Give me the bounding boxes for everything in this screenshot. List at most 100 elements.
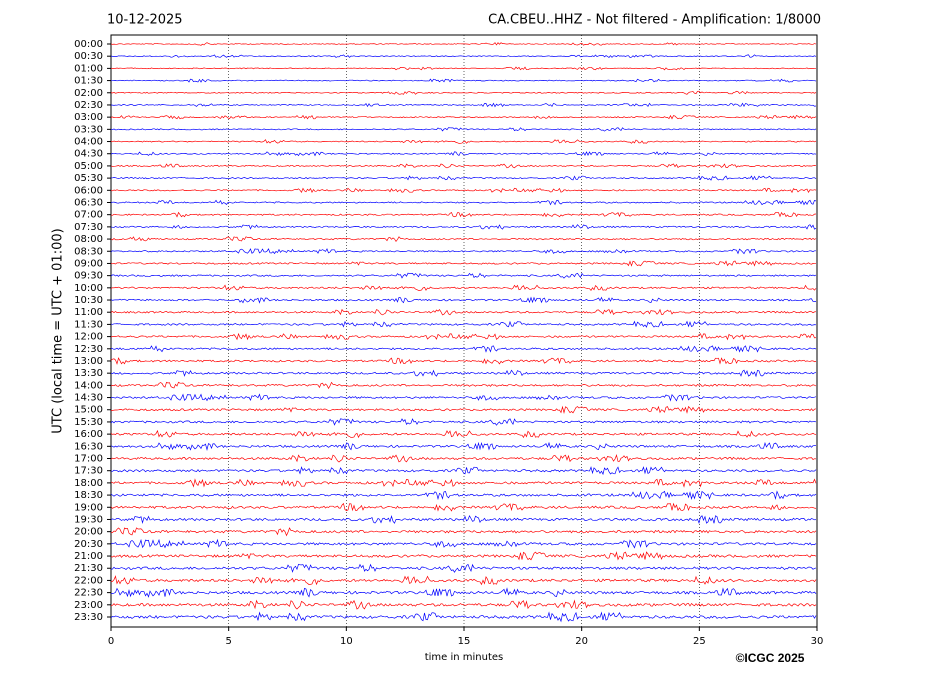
x-tick-label: 25 <box>693 636 706 647</box>
y-tick-label: 15:00 <box>74 405 103 416</box>
trace <box>110 527 817 537</box>
y-tick-label: 19:00 <box>74 502 103 513</box>
plot-frame <box>110 34 818 628</box>
y-tick-label: 14:30 <box>74 393 103 404</box>
trace <box>110 127 817 132</box>
trace <box>110 369 817 378</box>
trace <box>110 405 817 414</box>
y-tick-label: 21:00 <box>74 551 103 562</box>
trace <box>110 357 817 365</box>
y-tick-label: 00:30 <box>74 51 103 62</box>
trace <box>110 42 817 46</box>
y-tick-label: 11:30 <box>74 319 103 330</box>
y-tick-label: 02:00 <box>74 88 103 99</box>
trace <box>110 599 817 610</box>
y-tick-label: 03:30 <box>74 124 103 135</box>
y-tick-label: 07:30 <box>74 222 103 233</box>
y-tick-label: 01:30 <box>74 76 103 87</box>
y-tick-label: 20:30 <box>74 539 103 550</box>
y-tick-label: 18:00 <box>74 478 103 489</box>
trace <box>110 514 817 525</box>
y-tick-label: 11:00 <box>74 307 103 318</box>
credit: ©ICGC 2025 <box>736 651 805 665</box>
trace <box>110 211 817 218</box>
y-tick-label: 20:00 <box>74 527 103 538</box>
trace <box>110 308 817 316</box>
trace <box>110 418 817 426</box>
trace <box>110 139 817 144</box>
trace <box>110 381 817 390</box>
y-tick-label: 10:30 <box>74 295 103 306</box>
trace <box>110 466 817 476</box>
y-tick-label: 03:00 <box>74 112 103 123</box>
y-tick-label: 06:30 <box>74 197 103 208</box>
y-tick-label: 18:30 <box>74 490 103 501</box>
y-tick-label: 21:30 <box>74 563 103 574</box>
y-tick-label: 13:30 <box>74 368 103 379</box>
y-tick-label: 05:30 <box>74 173 103 184</box>
y-tick-label: 09:30 <box>74 271 103 282</box>
y-tick-label: 08:30 <box>74 246 103 257</box>
x-tick-label: 5 <box>225 636 231 647</box>
y-tick-label: 17:30 <box>74 466 103 477</box>
y-tick-label: 17:00 <box>74 454 103 465</box>
y-tick-label: 10:00 <box>74 283 103 294</box>
trace <box>110 66 816 71</box>
trace <box>110 538 817 549</box>
trace <box>110 563 817 573</box>
x-axis-title: time in minutes <box>425 652 504 663</box>
chart-title: CA.CBEU..HHZ - Not filtered - Amplificat… <box>488 13 821 28</box>
trace <box>110 199 817 206</box>
y-tick-label: 23:30 <box>74 612 103 623</box>
trace <box>110 248 816 255</box>
trace <box>110 454 817 463</box>
trace <box>110 78 817 83</box>
trace <box>110 163 817 169</box>
y-tick-label: 05:00 <box>74 161 103 172</box>
trace <box>110 429 817 439</box>
trace <box>110 332 817 341</box>
x-tick-label: 10 <box>340 636 353 647</box>
trace <box>110 393 817 402</box>
y-tick-label: 22:00 <box>74 575 103 586</box>
x-tick-label: 0 <box>108 636 114 647</box>
y-tick-label: 02:30 <box>74 100 103 111</box>
x-tick-label: 15 <box>458 636 471 647</box>
y-tick-label: 19:30 <box>74 514 103 525</box>
trace <box>110 151 817 157</box>
y-tick-label: 09:00 <box>74 258 103 269</box>
trace <box>110 90 817 95</box>
trace <box>110 187 817 194</box>
y-tick-label: 08:00 <box>74 234 103 245</box>
y-tick-label: 22:30 <box>74 588 103 599</box>
trace <box>110 575 817 586</box>
trace <box>110 320 817 328</box>
trace <box>110 272 817 279</box>
trace <box>110 102 817 108</box>
x-tick-label: 30 <box>811 636 824 647</box>
y-tick-label: 04:00 <box>74 137 103 148</box>
trace <box>110 236 817 243</box>
y-tick-label: 14:00 <box>74 380 103 391</box>
trace <box>110 296 817 304</box>
trace <box>110 441 817 451</box>
trace <box>110 284 817 291</box>
y-tick-label: 15:30 <box>74 417 103 428</box>
trace <box>110 587 817 598</box>
x-tick-label: 20 <box>575 636 588 647</box>
trace <box>110 54 817 58</box>
y-tick-label: 01:00 <box>74 63 103 74</box>
y-axis-title: UTC (local time = UTC + 01:00) <box>51 228 66 433</box>
trace <box>110 224 817 230</box>
y-tick-label: 00:00 <box>74 39 103 50</box>
trace <box>110 175 817 181</box>
y-tick-label: 06:00 <box>74 185 103 196</box>
y-tick-label: 16:30 <box>74 441 103 452</box>
trace <box>110 502 817 512</box>
trace <box>110 490 817 501</box>
y-tick-label: 07:00 <box>74 210 103 221</box>
y-tick-label: 16:00 <box>74 429 103 440</box>
trace <box>110 551 817 561</box>
y-tick-label: 23:00 <box>74 600 103 611</box>
